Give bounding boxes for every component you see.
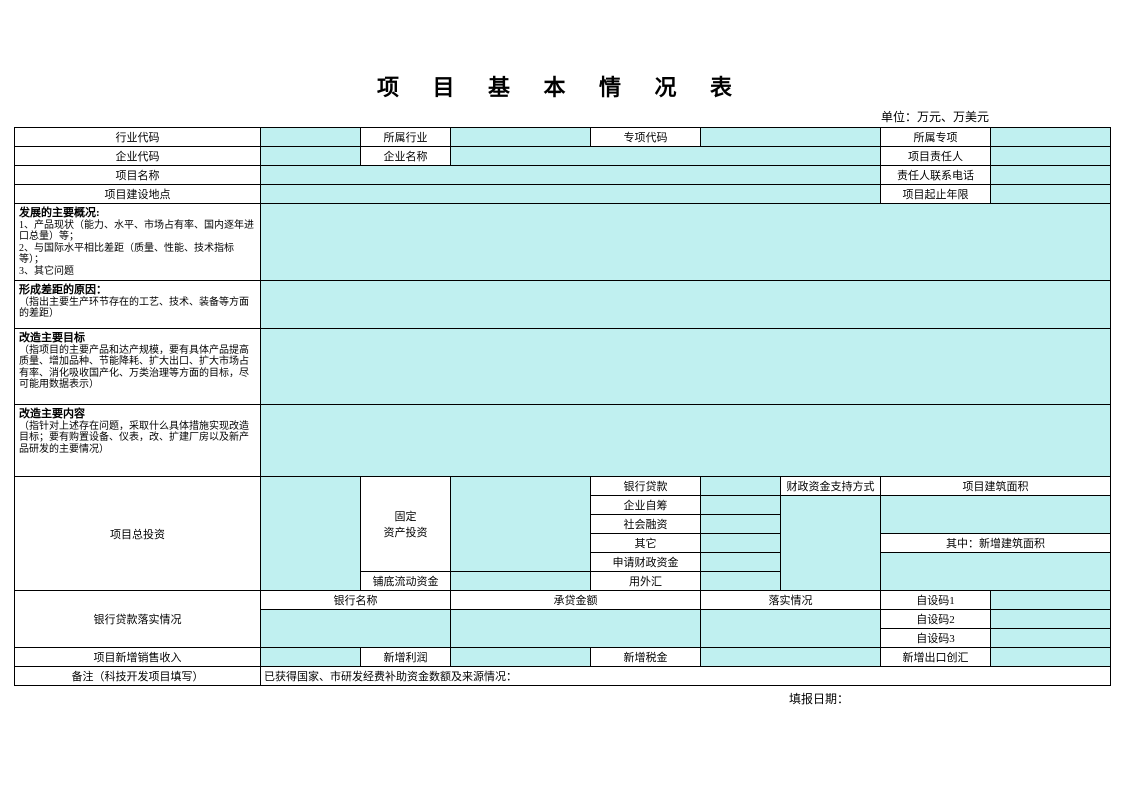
val-new-tax[interactable] [701,648,881,667]
val-period[interactable] [991,185,1111,204]
lbl-support: 财政资金支持方式 [781,477,881,496]
lbl-industry: 所属行业 [361,128,451,147]
val-amount[interactable] [451,610,701,648]
lbl-code1: 自设码1 [881,591,991,610]
val-apply-fund[interactable] [701,553,781,572]
form-table: 行业代码 所属行业 专项代码 所属专项 企业代码 企业名称 项目责任人 项目名称… [14,127,1111,686]
val-fx[interactable] [701,572,781,591]
val-code1[interactable] [991,591,1111,610]
val-code3[interactable] [991,629,1111,648]
val-self-fund[interactable] [701,496,781,515]
lbl-special-code: 专项代码 [591,128,701,147]
lbl-area: 项目建筑面积 [881,477,1111,496]
lbl-other-fund: 其它 [591,534,701,553]
lbl-code2: 自设码2 [881,610,991,629]
sec2-label: 形成差距的原因： （指出主要生产环节存在的工艺、技术、装备等方面的差距） [15,281,261,329]
val-ent-name[interactable] [451,147,881,166]
lbl-self-fund: 企业自筹 [591,496,701,515]
sec4-value[interactable] [261,405,1111,477]
val-ent-code[interactable] [261,147,361,166]
val-remark[interactable]: 已获得国家、市研发经费补助资金数额及来源情况： [261,667,1111,686]
lbl-bank-name: 银行名称 [261,591,451,610]
val-industry[interactable] [451,128,591,147]
sec1-value[interactable] [261,204,1111,281]
unit-label: 单位：万元、万美元 [14,108,1109,125]
lbl-new-area: 其中：新增建筑面积 [881,534,1111,553]
lbl-amount: 承贷金额 [451,591,701,610]
lbl-fixed-asset: 固定 资产投资 [361,477,451,572]
lbl-bank-status: 银行贷款落实情况 [15,591,261,648]
lbl-new-tax: 新增税金 [591,648,701,667]
lbl-floor-fund: 铺底流动资金 [361,572,451,591]
lbl-owner: 项目责任人 [881,147,991,166]
val-owner-phone[interactable] [991,166,1111,185]
val-bank-name[interactable] [261,610,451,648]
val-new-area[interactable] [881,553,1111,591]
lbl-period: 项目起止年限 [881,185,991,204]
val-code2[interactable] [991,610,1111,629]
val-area[interactable] [881,496,1111,534]
lbl-special: 所属专项 [881,128,991,147]
lbl-ent-code: 企业代码 [15,147,261,166]
lbl-industry-code: 行业代码 [15,128,261,147]
val-other-fund[interactable] [701,534,781,553]
val-floor-fund[interactable] [451,572,591,591]
val-status[interactable] [701,610,881,648]
lbl-code3: 自设码3 [881,629,991,648]
lbl-bank-loan: 银行贷款 [591,477,701,496]
val-site[interactable] [261,185,881,204]
sec4-label: 改造主要内容 （指针对上述存在问题，采取什么具体措施实现改造目标；要有购置设备、… [15,405,261,477]
sec1-label: 发展的主要概况: 1、产品现状（能力、水平、市场占有率、国内逐年进口总量）等； … [15,204,261,281]
val-bank-loan[interactable] [701,477,781,496]
page-title: 项 目 基 本 情 况 表 [14,70,1109,102]
val-social-fund[interactable] [701,515,781,534]
lbl-new-profit: 新增利润 [361,648,451,667]
lbl-new-export: 新增出口创汇 [881,648,991,667]
val-special[interactable] [991,128,1111,147]
footer-date: 填报日期： [14,690,1109,707]
sec2-value[interactable] [261,281,1111,329]
val-new-export[interactable] [991,648,1111,667]
val-owner[interactable] [991,147,1111,166]
lbl-proj-name: 项目名称 [15,166,261,185]
val-support[interactable] [781,496,881,591]
val-total-invest[interactable] [261,477,361,591]
val-industry-code[interactable] [261,128,361,147]
lbl-ent-name: 企业名称 [361,147,451,166]
sec3-value[interactable] [261,329,1111,405]
lbl-apply-fund: 申请财政资金 [591,553,701,572]
lbl-new-income: 项目新增销售收入 [15,648,261,667]
val-new-income[interactable] [261,648,361,667]
lbl-status: 落实情况 [701,591,881,610]
lbl-fx: 用外汇 [591,572,701,591]
lbl-total-invest: 项目总投资 [15,477,261,591]
lbl-site: 项目建设地点 [15,185,261,204]
val-proj-name[interactable] [261,166,881,185]
val-special-code[interactable] [701,128,881,147]
val-fixed-asset[interactable] [451,477,591,572]
lbl-remark: 备注（科技开发项目填写） [15,667,261,686]
val-new-profit[interactable] [451,648,591,667]
sec3-label: 改造主要目标 （指项目的主要产品和达产规模，要有具体产品提高质量、增加品种、节能… [15,329,261,405]
lbl-owner-phone: 责任人联系电话 [881,166,991,185]
lbl-social-fund: 社会融资 [591,515,701,534]
